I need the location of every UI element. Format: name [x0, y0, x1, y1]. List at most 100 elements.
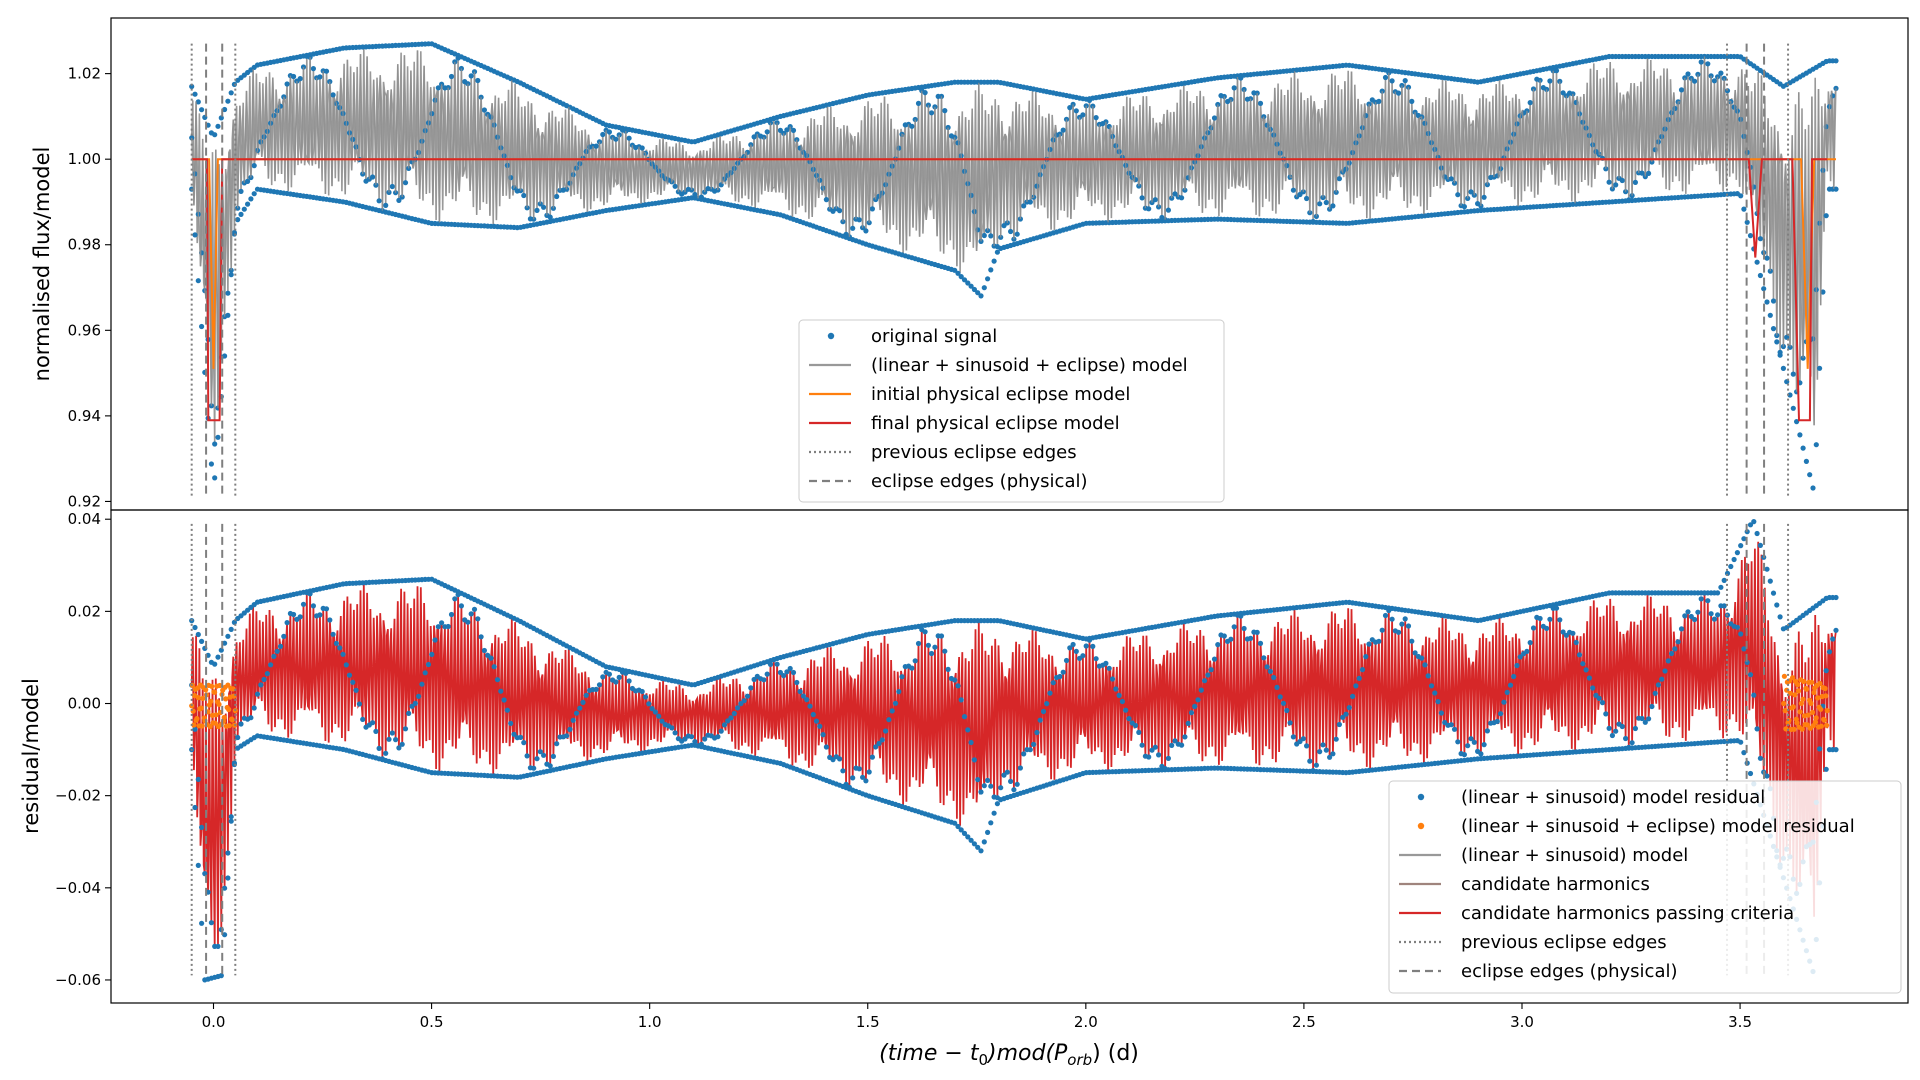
- signal-point: [692, 739, 698, 745]
- signal-point: [1547, 78, 1553, 84]
- signal-point: [1106, 665, 1112, 671]
- signal-point: [922, 90, 928, 96]
- signal-point: [912, 658, 918, 664]
- legend-label: (linear + sinusoid) model: [1461, 845, 1688, 866]
- signal-point: [402, 726, 409, 732]
- signal-point: [958, 827, 964, 833]
- signal-point: [488, 655, 494, 661]
- signal-point: [787, 665, 793, 672]
- bottom-frame: [110, 509, 1909, 1004]
- signal-point: [192, 726, 198, 732]
- eclipse-residual-point: [1824, 722, 1830, 728]
- signal-point: [1126, 716, 1132, 722]
- eclipse-residual-point: [229, 717, 235, 723]
- signal-point: [744, 693, 751, 699]
- eclipse-residual-point: [191, 722, 197, 728]
- signal-point: [1422, 662, 1428, 668]
- signal-point: [1830, 636, 1836, 642]
- signal-point: [1471, 739, 1477, 745]
- signal-point: [1307, 758, 1313, 764]
- signal-point: [961, 714, 968, 720]
- signal-point: [1119, 698, 1125, 705]
- signal-point: [1317, 749, 1323, 755]
- signal-point: [1202, 678, 1208, 684]
- signal-point: [909, 665, 915, 671]
- eclipse-residual-point: [217, 682, 223, 689]
- eclipse-residual-point: [216, 701, 222, 708]
- signal-point: [1777, 614, 1783, 620]
- eclipse-residual-point: [1809, 679, 1815, 685]
- signal-point: [994, 801, 1001, 807]
- signal-point: [1619, 177, 1625, 184]
- signal-point: [284, 81, 290, 87]
- signal-point: [1754, 726, 1760, 732]
- signal-point: [1478, 751, 1484, 757]
- signal-point: [1481, 742, 1487, 748]
- signal-point: [613, 679, 619, 685]
- signal-point: [1343, 711, 1349, 717]
- signal-point: [222, 932, 228, 938]
- signal-point: [1090, 643, 1096, 650]
- signal-point: [1063, 657, 1070, 664]
- signal-point: [988, 233, 994, 239]
- signal-point: [225, 633, 231, 639]
- signal-point: [751, 676, 757, 683]
- signal-point: [600, 674, 606, 680]
- signal-point: [1304, 195, 1310, 202]
- signal-point: [781, 673, 787, 679]
- y-tick-label: 1.00: [68, 150, 101, 168]
- signal-point: [1103, 660, 1109, 667]
- signal-point: [1211, 656, 1218, 662]
- signal-point: [1698, 59, 1704, 65]
- signal-point: [195, 776, 201, 783]
- signal-point: [1146, 754, 1152, 760]
- signal-point: [1639, 715, 1645, 722]
- signal-point: [968, 283, 974, 289]
- signal-point: [225, 850, 231, 856]
- signal-point: [955, 823, 961, 830]
- signal-point: [386, 736, 392, 742]
- top-panel: 0.92 0.94 0.96 0.98 1.00 1.02 normalised flux…: [30, 17, 1909, 511]
- signal-point: [1254, 629, 1260, 636]
- signal-point: [1692, 78, 1698, 84]
- signal-point: [422, 670, 428, 676]
- signal-point: [1021, 203, 1027, 209]
- signal-point: [909, 123, 915, 129]
- signal-point: [1537, 615, 1543, 622]
- signal-point: [600, 131, 606, 138]
- signal-point: [1774, 339, 1780, 345]
- signal-point: [1738, 631, 1744, 637]
- signal-point: [350, 679, 356, 685]
- signal-point: [406, 710, 412, 717]
- signal-point: [192, 91, 198, 97]
- eclipse-residual-point: [1804, 722, 1810, 728]
- signal-point: [432, 637, 438, 643]
- signal-point: [465, 619, 471, 625]
- signal-point: [1705, 61, 1711, 67]
- signal-point: [317, 612, 323, 618]
- signal-point: [1507, 682, 1514, 688]
- eclipse-residual-point: [1782, 708, 1788, 714]
- legend-marker: [1417, 822, 1425, 830]
- signal-point: [1231, 624, 1237, 630]
- eclipse-residual-point: [1812, 719, 1819, 725]
- signal-point: [1747, 233, 1754, 239]
- signal-point: [794, 679, 800, 686]
- signal-point: [1738, 543, 1744, 549]
- signal-point: [656, 713, 662, 719]
- signal-point: [1777, 349, 1783, 355]
- signal-point: [370, 720, 376, 726]
- eclipse-residual-point: [221, 714, 227, 721]
- signal-point: [866, 769, 872, 775]
- signal-point: [639, 145, 645, 151]
- signal-point: [481, 647, 487, 654]
- signal-point: [593, 143, 599, 149]
- signal-point: [1465, 743, 1471, 749]
- signal-point: [1823, 213, 1829, 219]
- eclipse-residual-point: [1791, 726, 1797, 732]
- signal-point: [1682, 613, 1688, 619]
- signal-point: [518, 734, 524, 741]
- signal-point: [810, 711, 816, 718]
- signal-point: [965, 834, 971, 840]
- signal-point: [1573, 639, 1579, 646]
